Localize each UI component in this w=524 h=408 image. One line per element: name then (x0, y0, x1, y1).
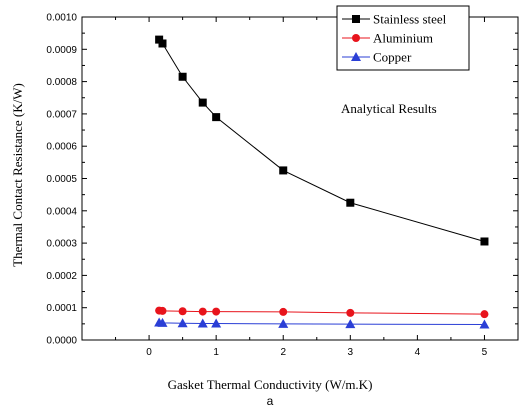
data-point-stainless-steel (346, 198, 355, 207)
y-tick-label: 0.0005 (46, 174, 77, 185)
x-axis-title: Gasket Thermal Conductivity (W/m.K) (168, 377, 373, 392)
data-point-aluminium (346, 308, 355, 317)
series-copper (154, 317, 490, 329)
y-tick-label: 0.0000 (46, 336, 77, 347)
x-tick-label: 5 (482, 347, 488, 358)
legend-marker-aluminium (352, 34, 360, 42)
x-tick-label: 1 (213, 347, 219, 358)
data-point-copper (197, 318, 208, 328)
y-axis-title: Thermal Contact Resistance (K/W) (10, 83, 25, 267)
series-stainless-steel (155, 35, 489, 246)
data-point-stainless-steel (212, 113, 221, 122)
data-point-stainless-steel (480, 237, 489, 246)
legend-label-copper: Copper (373, 50, 412, 65)
data-point-stainless-steel (178, 72, 187, 81)
y-tick-label: 0.0010 (46, 13, 77, 24)
legend-marker-copper (351, 52, 361, 61)
x-tick-label: 4 (415, 347, 421, 358)
y-tick-label: 0.0008 (46, 77, 77, 88)
data-point-copper (157, 317, 168, 327)
series-line-aluminium (159, 310, 485, 315)
series-aluminium (155, 306, 489, 319)
legend: Stainless steel Aluminium Copper (336, 5, 470, 71)
legend-label-stainless-steel: Stainless steel (373, 12, 447, 27)
data-point-copper (479, 319, 490, 329)
data-point-aluminium (158, 306, 167, 315)
data-point-copper (177, 318, 188, 328)
data-point-copper (345, 319, 356, 329)
y-tick-label: 0.0003 (46, 239, 77, 250)
y-tick-label: 0.0007 (46, 109, 77, 120)
data-point-stainless-steel (279, 166, 288, 175)
y-tick-label: 0.0006 (46, 142, 77, 153)
series-layer (154, 35, 490, 329)
data-point-aluminium (480, 310, 489, 319)
data-point-stainless-steel (198, 98, 207, 107)
data-point-copper (278, 318, 289, 328)
data-point-aluminium (198, 307, 207, 316)
data-point-stainless-steel (158, 39, 167, 48)
y-tick-label: 0.0004 (46, 206, 77, 217)
data-point-aluminium (212, 307, 221, 316)
legend-marker-stainless-steel (352, 15, 360, 23)
x-tick-label: 2 (280, 347, 286, 358)
x-tick-label: 0 (146, 347, 152, 358)
y-axis: 0.0000 0.0001 0.0002 0.0003 0.0004 0.0005 0.00… (46, 13, 518, 347)
data-point-aluminium (178, 307, 187, 316)
series-line-stainless-steel (158, 39, 485, 242)
figure-caption: a (267, 394, 274, 408)
data-point-copper (211, 318, 222, 328)
legend-label-aluminium: Aluminium (373, 31, 433, 46)
series-line-copper (159, 322, 485, 325)
y-tick-label: 0.0002 (46, 271, 77, 282)
annotation-analytical-results: Analytical Results (341, 101, 437, 116)
data-point-aluminium (279, 307, 288, 316)
y-tick-label: 0.0009 (46, 45, 77, 56)
y-tick-label: 0.0001 (46, 303, 77, 314)
x-tick-label: 3 (348, 347, 354, 358)
